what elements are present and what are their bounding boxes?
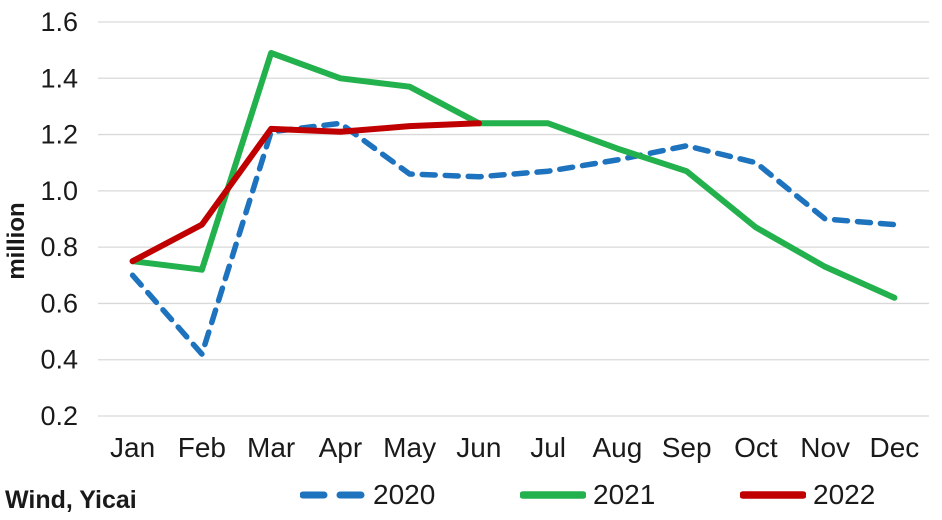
x-tick-label: Apr (319, 432, 363, 463)
legend-label: 2020 (373, 479, 436, 510)
y-tick-label: 1.2 (40, 120, 78, 150)
x-tick-label: Nov (800, 432, 850, 463)
source-label: Wind, Yicai (5, 486, 137, 514)
legend-item-2020: 2020 (300, 480, 435, 510)
x-tick-label: Dec (869, 432, 919, 463)
y-tick-label: 0.8 (40, 232, 78, 262)
legend-swatch-2022 (740, 491, 806, 499)
x-tick-label: May (383, 432, 436, 463)
y-tick-label: 1.6 (40, 7, 78, 37)
series-line-2022 (129, 120, 482, 265)
y-axis-title: million (3, 202, 30, 280)
x-tick-label: Feb (178, 432, 226, 463)
legend-item-2021: 2021 (520, 480, 655, 510)
x-tick-label: Oct (734, 432, 778, 463)
legend-label: 2021 (593, 479, 656, 510)
series-line-2020 (129, 120, 898, 357)
x-tick-label: Mar (247, 432, 295, 463)
legend-label: 2022 (813, 479, 876, 510)
x-tick-label: Jul (530, 432, 566, 463)
series-line-2021 (129, 50, 898, 301)
x-tick-label: Aug (592, 432, 642, 463)
y-tick-label: 0.2 (40, 401, 78, 431)
y-tick-label: 0.4 (40, 345, 78, 375)
legend-swatch-2020 (300, 491, 366, 499)
line-chart: 0.2 0.4 0.6 0.8 1.0 1.2 1.4 1.6 Jan Feb Mar Apr May J… (40, 7, 929, 463)
y-tick-label: 1.0 (40, 176, 78, 206)
legend-swatch-2021 (520, 491, 586, 499)
x-tick-label: Jun (456, 432, 501, 463)
y-tick-label: 1.4 (40, 63, 78, 93)
x-tick-label: Jan (110, 432, 155, 463)
x-tick-label: Sep (662, 432, 712, 463)
legend-item-2022: 2022 (740, 480, 875, 510)
y-tick-label: 0.6 (40, 288, 78, 318)
